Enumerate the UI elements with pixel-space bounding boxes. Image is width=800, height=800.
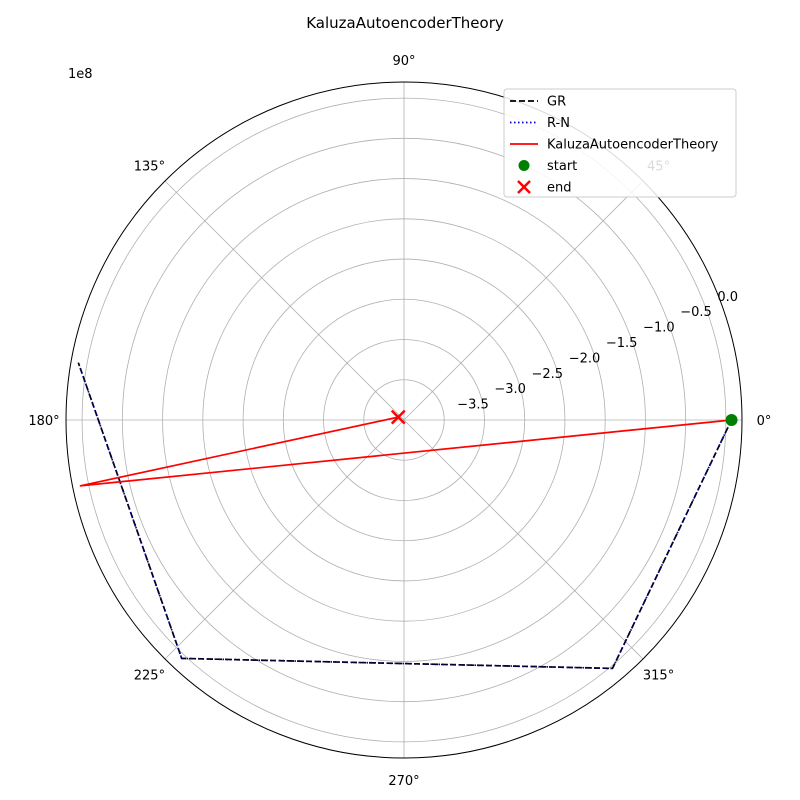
r-tick-label: −2.0	[569, 351, 601, 366]
legend-entry: R-N	[510, 116, 570, 131]
markers	[390, 409, 738, 426]
r-tick-label: −1.0	[643, 321, 675, 336]
legend-entry: start	[518, 159, 577, 174]
legend-label: R-N	[547, 116, 570, 131]
r-tick-label: −3.0	[494, 382, 526, 397]
chart-title: KaluzaAutoencoderTheory	[306, 14, 504, 32]
series	[77, 362, 733, 670]
grid	[66, 82, 742, 758]
start-marker	[725, 414, 738, 426]
legend-label: start	[547, 159, 577, 174]
end-marker-stroke-b	[390, 409, 406, 425]
r-tick-label: 0.0	[717, 290, 738, 305]
legend-entry: GR	[510, 95, 566, 110]
theta-grid-line-7	[403, 419, 644, 660]
theta-tick-label: 180°	[28, 414, 59, 429]
theta-tick-label: 315°	[643, 669, 674, 684]
series-line-kaluzaautoencodertheory	[79, 416, 732, 487]
r-tick-label: −1.5	[606, 336, 638, 351]
r-tick-label: −3.5	[457, 398, 489, 413]
theta-tick-label: 90°	[392, 54, 415, 69]
legend-label: end	[547, 181, 572, 196]
theta-grid-line-5	[164, 419, 405, 660]
legend-entry: KaluzaAutoencoderTheory	[510, 138, 718, 153]
theta-grid-line-1	[403, 180, 644, 421]
theta-grid-line-3	[164, 180, 405, 421]
legend-entry: end	[517, 180, 572, 196]
legend-swatch	[518, 160, 530, 171]
theta-tick-label: 270°	[388, 774, 419, 789]
series-line-gr	[77, 362, 733, 670]
end-marker	[390, 409, 406, 425]
r-tick-label: −2.5	[532, 367, 564, 382]
legend-swatch-b	[517, 180, 531, 194]
legend-label: KaluzaAutoencoderTheory	[547, 138, 718, 153]
theta-tick-label: 0°	[757, 414, 772, 429]
legend-label: GR	[547, 95, 566, 110]
r-offset-label: 1e8	[68, 67, 93, 82]
legend-box	[503, 88, 737, 198]
legend: GR R-N KaluzaAutoencoderTheory start end	[503, 88, 737, 198]
polar-frame	[65, 81, 743, 759]
r-tick-label: −0.5	[680, 305, 712, 320]
series-line-r-n	[77, 362, 733, 670]
theta-tick-label: 225°	[134, 669, 165, 684]
theta-tick-label: 135°	[134, 159, 165, 174]
